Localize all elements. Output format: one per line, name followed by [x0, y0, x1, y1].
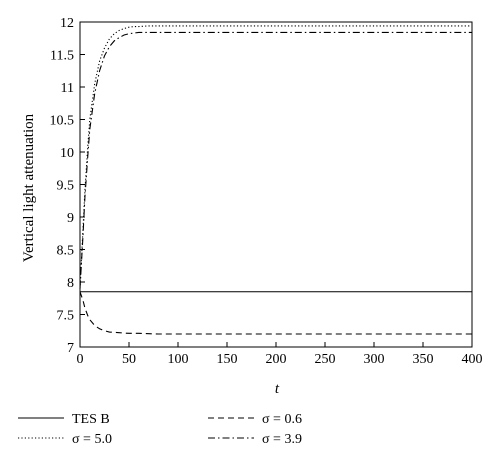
x-tick-label: 50 — [122, 352, 136, 367]
y-tick-label: 9 — [67, 211, 74, 226]
y-tick-label: 10 — [60, 146, 74, 161]
y-tick-label: 8 — [67, 276, 74, 291]
y-axis: 7 7.5 8 8.5 9 9.5 10 10.5 11 11.5 12 — [50, 16, 85, 356]
x-tick-label: 250 — [315, 352, 336, 367]
legend-label: σ = 0.6 — [262, 412, 302, 427]
plot-frame — [79, 21, 473, 348]
legend-label: TES B — [72, 412, 110, 427]
series-line-dotted — [79, 25, 472, 289]
y-tick-label: 12 — [60, 16, 74, 31]
y-tick-label: 7.5 — [57, 309, 75, 324]
legend-label: σ = 5.0 — [72, 432, 112, 447]
x-tick-label: 150 — [217, 352, 238, 367]
y-tick-label: 9.5 — [57, 179, 75, 194]
y-tick-label: 11 — [61, 81, 74, 96]
legend: TES B σ = 5.0 σ = 0.6 σ = 3.9 — [18, 412, 302, 447]
series-line-dashed — [79, 291, 472, 335]
x-axis: 0 50 100 150 200 250 300 350 400 — [77, 342, 483, 367]
x-tick-label: 100 — [168, 352, 189, 367]
y-tick-label: 7 — [67, 341, 74, 356]
y-tick-label: 8.5 — [57, 244, 75, 259]
y-tick-label: 10.5 — [50, 114, 75, 129]
plot-area — [79, 21, 473, 348]
legend-label: σ = 3.9 — [262, 432, 302, 447]
x-tick-label: 400 — [462, 352, 483, 367]
x-tick-label: 350 — [413, 352, 434, 367]
x-tick-label: 0 — [77, 352, 84, 367]
series-layer — [79, 25, 472, 335]
x-axis-title: t — [275, 381, 280, 397]
x-tick-label: 200 — [266, 352, 287, 367]
y-tick-label: 11.5 — [50, 49, 74, 64]
y-axis-title: Vertical light attenuation — [21, 113, 37, 262]
series-line-dashdot — [79, 31, 472, 289]
x-tick-label: 300 — [364, 352, 385, 367]
